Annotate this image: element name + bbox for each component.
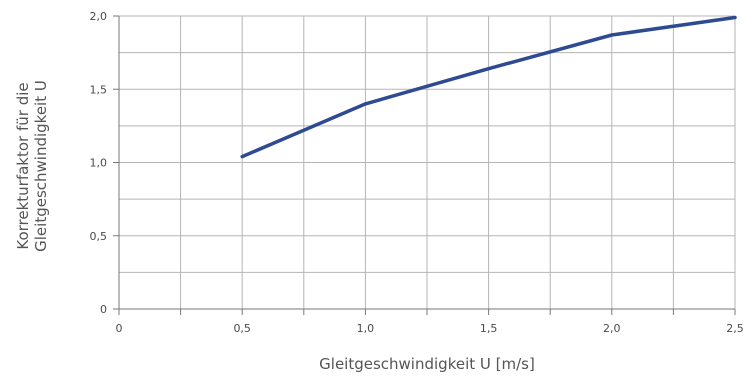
data-point — [610, 33, 614, 37]
x-axis-title: Gleitgeschwindigkeit U [m/s] — [319, 355, 535, 373]
x-tick-label: 1,0 — [357, 322, 375, 335]
x-tick-label: 2,0 — [603, 322, 621, 335]
y-axis-title-line-2: Gleitgeschwindigkeit U — [32, 80, 50, 252]
x-tick-label: 0 — [116, 322, 123, 335]
y-tick-label: 0,5 — [90, 230, 108, 243]
axes — [113, 15, 736, 315]
y-tick-label: 1,0 — [90, 157, 108, 170]
data-point — [487, 67, 491, 71]
y-tick-label: 0 — [100, 303, 107, 316]
y-tick-label: 2,0 — [90, 10, 108, 23]
x-tick-label: 1,5 — [480, 322, 498, 335]
y-axis-title-line-1: Korrekturfaktor für die — [14, 82, 32, 249]
grid — [118, 15, 736, 310]
x-tick-label: 2,5 — [726, 322, 744, 335]
data-point — [733, 15, 737, 19]
y-axis-title: Korrekturfaktor für die Gleitgeschwindig… — [14, 80, 50, 252]
tick-labels: 0 0,5 1,0 1,5 2,0 2,5 0 0,5 1,0 1,5 2,0 — [90, 10, 744, 335]
series-layer — [240, 15, 737, 159]
x-tick-label: 0,5 — [233, 322, 251, 335]
data-point — [363, 102, 367, 106]
y-tick-label: 1,5 — [90, 83, 108, 96]
data-point — [240, 155, 244, 159]
